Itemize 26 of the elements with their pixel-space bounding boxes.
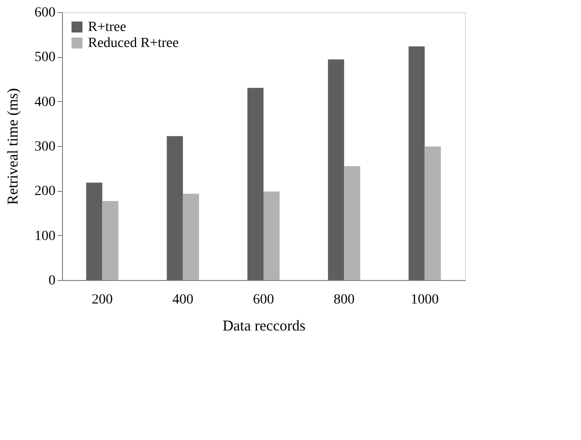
bar [264, 192, 280, 280]
y-tick-label: 400 [34, 94, 56, 110]
bar [328, 59, 344, 280]
y-tick-label: 600 [34, 6, 56, 20]
x-tick-label: 1000 [410, 292, 439, 308]
x-tick-label: 800 [334, 292, 355, 308]
bar [247, 88, 264, 280]
y-tick-label: 300 [34, 140, 56, 154]
legend-label: R+tree [88, 20, 126, 35]
bar [86, 182, 102, 280]
x-tick-label: 400 [172, 292, 194, 308]
x-axis-title: Data reccords [222, 318, 306, 334]
y-tick-label: 200 [34, 184, 56, 200]
bar [166, 136, 183, 280]
bar [408, 46, 425, 280]
bar [424, 146, 441, 280]
y-tick-label: 0 [48, 274, 56, 288]
y-tick-label: 100 [34, 228, 56, 244]
legend-label: Reduced R+tree [88, 36, 179, 51]
bar [182, 194, 200, 280]
y-tick-label: 500 [34, 50, 56, 66]
x-tick-label: 600 [253, 292, 274, 308]
y-axis-title: Retriveal time (ms) [6, 88, 22, 205]
x-tick-label: 200 [92, 292, 113, 308]
bar [102, 200, 118, 280]
bar [344, 166, 360, 280]
